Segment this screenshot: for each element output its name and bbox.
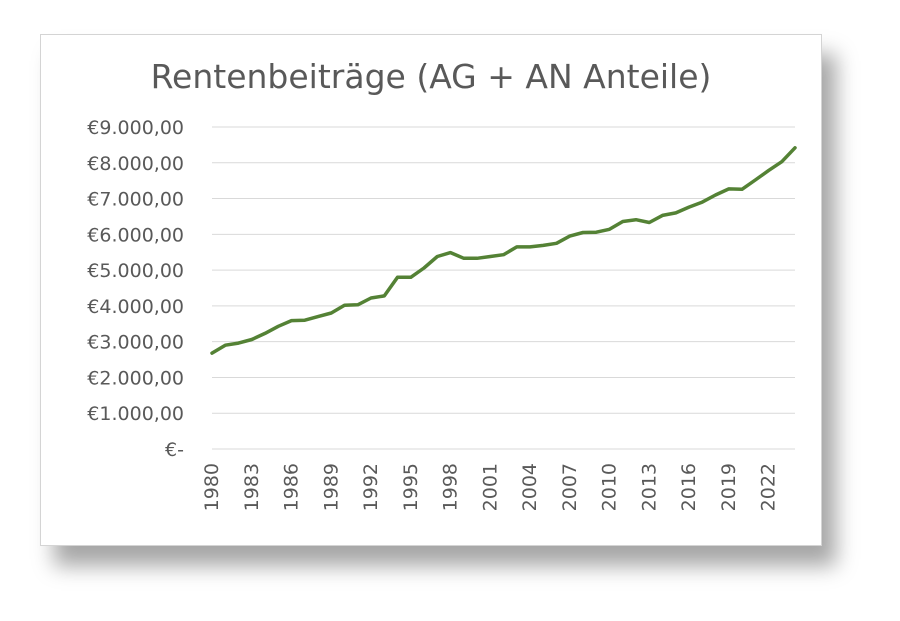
x-tick-label: 1992 [360,463,382,511]
y-tick-label: €8.000,00 [87,153,184,175]
x-tick-label: 2007 [559,463,581,511]
gridlines [212,126,795,450]
series-line [210,146,797,355]
x-tick-label: 2019 [718,463,740,511]
y-tick-label: €4.000,00 [87,296,184,318]
x-tick-label: 1983 [241,463,263,511]
x-tick-label: 2013 [638,463,660,511]
y-tick-label: €7.000,00 [87,189,184,211]
x-tick-label: 2004 [519,463,541,511]
chart-card: Rentenbeiträge (AG + AN Anteile) €9.000,… [40,34,822,546]
chart-title: Rentenbeiträge (AG + AN Anteile) [150,57,712,96]
x-tick-label: 2016 [678,463,700,511]
y-axis-tick-labels: €9.000,00 €8.000,00 €7.000,00 €6.000,00 €5.0… [87,117,184,461]
series-layer [210,146,797,355]
x-tick-label: 1980 [201,463,223,511]
line-chart: €9.000,00 €8.000,00 €7.000,00 €6.000,00 €5.0… [87,117,797,511]
y-tick-label: €5.000,00 [87,260,184,282]
y-tick-label: €2.000,00 [87,367,184,389]
x-tick-label: 1995 [400,463,422,511]
x-tick-label: 2001 [479,463,501,511]
x-tick-label: 2022 [758,463,780,511]
x-tick-label: 2010 [599,463,621,511]
y-tick-label: €- [165,439,184,461]
y-tick-label: €9.000,00 [87,117,184,139]
y-tick-label: €3.000,00 [87,332,184,354]
y-tick-label: €1.000,00 [87,403,184,425]
x-tick-label: 1989 [320,463,342,511]
x-tick-label: 1986 [281,463,303,511]
x-axis-tick-labels: 1980 1983 1986 1989 1992 1995 1998 2001 2004 2007… [201,463,780,511]
y-tick-label: €6.000,00 [87,224,184,246]
x-tick-label: 1998 [440,463,462,511]
